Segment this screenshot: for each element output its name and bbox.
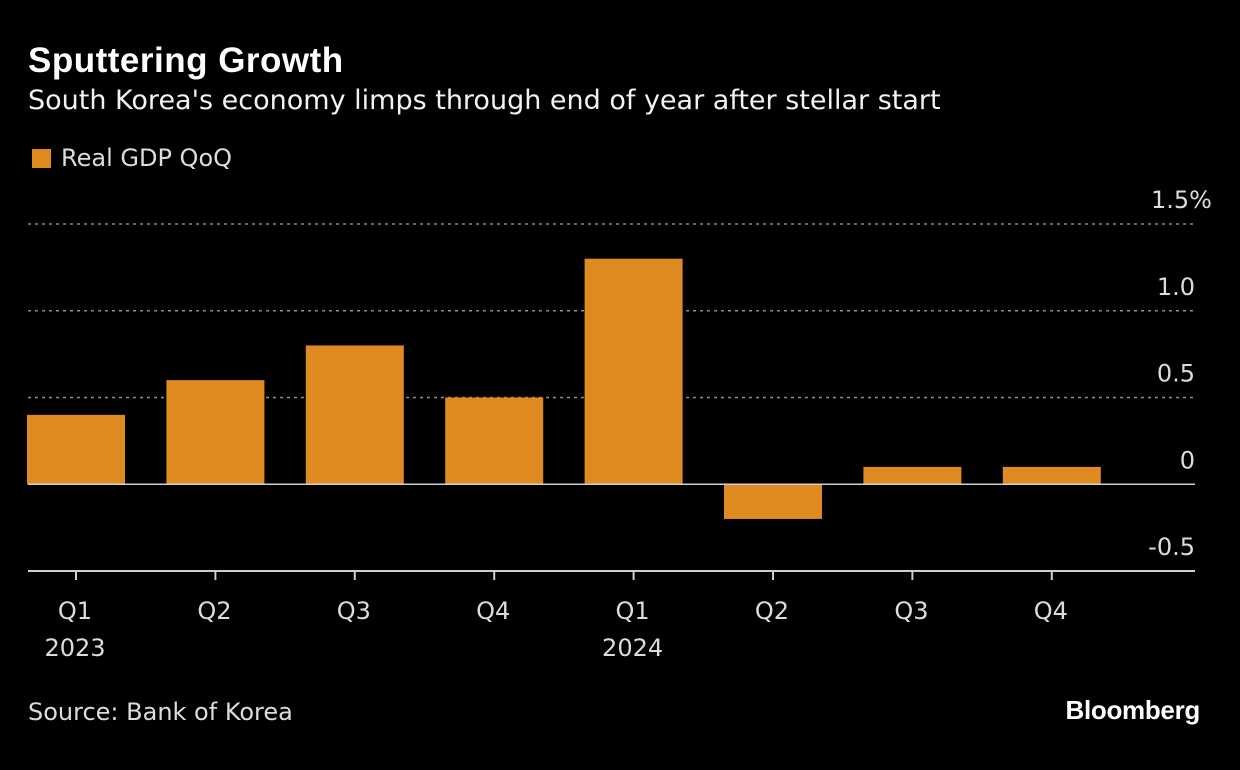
x-tick-label: Q2 [197,597,231,625]
bar-chart: -0.5 0 0.5 1.0 1.5% Q1 2023 Q2 Q3 Q4 Q1 2024 Q2 Q3 Q4 [27,186,1212,662]
y-tick-label: 0.5 [1157,360,1195,388]
bar [305,345,404,485]
y-tick-label: 1.0 [1157,273,1195,301]
x-year-label: 2023 [44,634,105,662]
source-note: Source: Bank of Korea [28,698,293,726]
chart-subtitle: South Korea's economy limps through end … [28,85,941,116]
y-tick-label: 0 [1180,446,1195,474]
bar [27,414,125,485]
x-tick-label: Q4 [1034,597,1068,625]
y-tick-label: -0.5 [1148,533,1195,561]
x-tick-label: Q2 [755,597,789,625]
bar [1002,466,1101,485]
x-tick-label: Q3 [337,597,371,625]
bar [166,380,265,485]
x-year-label: 2024 [602,634,663,662]
chart-title: Sputtering Growth [28,41,344,80]
y-tick-label: 1.5% [1151,186,1212,214]
x-tick-label: Q1 [616,597,650,625]
bar [445,397,544,485]
legend: Real GDP QoQ [32,141,232,175]
x-tick-label: Q3 [894,597,928,625]
legend-label: Real GDP QoQ [61,144,233,172]
bloomberg-logo: Bloomberg [1065,695,1200,725]
x-tick-label: Q4 [476,597,510,625]
bar [584,258,683,485]
bar [863,466,962,485]
x-tick-label: Q1 [58,597,92,625]
bar [724,484,822,519]
legend-swatch [32,148,51,168]
